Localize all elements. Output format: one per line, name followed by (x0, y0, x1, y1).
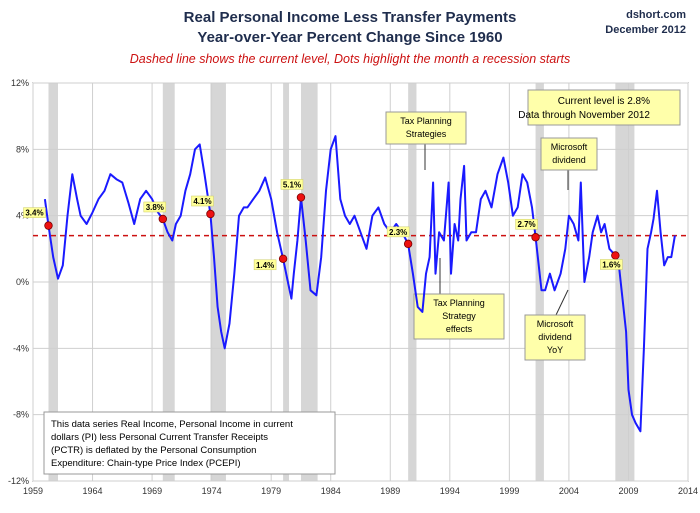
annotations: Tax Planning Strategies Tax Planning Strate… (385, 111, 598, 361)
recession-dot (206, 209, 215, 219)
annotation-text: Microsoft (551, 142, 588, 152)
current-level-box-bg (527, 89, 681, 126)
x-tick-label: 1999 (499, 486, 519, 496)
note-line-3: (PCTR) is deflated by the Personal Consu… (51, 445, 256, 456)
x-tick-label: 1979 (261, 486, 281, 496)
x-tick-label: 2009 (618, 486, 638, 496)
note-line-1: This data series Real Income, Personal I… (51, 419, 293, 430)
date-label: December 2012 (605, 24, 686, 36)
dot-label: 4.1% (193, 197, 211, 206)
current-level-box: Current level is 2.8% Data through Novem… (518, 89, 681, 126)
annotation-box (385, 111, 467, 145)
annotation-text: effects (446, 324, 473, 334)
source-label: dshort.com (626, 9, 686, 21)
y-axis-ticks: -12% -8% -4% 0% 4% 8% 12% (8, 78, 29, 486)
dot-label: 5.1% (283, 180, 301, 189)
dot-label: 2.3% (389, 228, 407, 237)
recession-dot (44, 221, 53, 230)
dot-label-bg (143, 201, 167, 213)
y-tick-label: -12% (8, 476, 29, 486)
annotation-text: YoY (547, 345, 563, 355)
dot-label-bg (191, 195, 214, 207)
dot-label-bg (280, 179, 304, 190)
note-line-2: dollars (PI) less Personal Current Trans… (51, 432, 268, 443)
annotation-text: Tax Planning (400, 116, 452, 126)
recession-dot (531, 233, 540, 242)
x-tick-label: 1974 (202, 486, 222, 496)
y-tick-label: 12% (11, 78, 29, 88)
annotation-text: Strategy (442, 311, 476, 321)
annotation-text: dividend (538, 332, 572, 342)
dot-label: 2.7% (517, 220, 535, 229)
recession-dot (403, 239, 413, 249)
annotation-leader (555, 289, 569, 316)
chart-title-line2: Year-over-Year Percent Change Since 1960 (197, 29, 502, 46)
dot-label: 1.4% (256, 261, 274, 270)
note-box-bg (43, 411, 336, 475)
chart-title-line1: Real Personal Income Less Transfer Payme… (184, 9, 517, 26)
y-tick-label: 8% (16, 144, 29, 154)
x-tick-label: 1964 (83, 486, 103, 496)
annotation-text: dividend (552, 155, 586, 165)
x-tick-label: 1969 (142, 486, 162, 496)
x-axis-ticks: 1959 1964 1969 1974 1979 1984 1989 1994 1999 2004… (23, 486, 698, 496)
x-tick-label: 2004 (559, 486, 579, 496)
recession-dot (296, 193, 306, 202)
dot-label: 1.6% (602, 260, 620, 269)
y-tick-label: -8% (13, 410, 29, 420)
x-tick-label: 2014 (678, 486, 698, 496)
recession-dot (611, 251, 620, 260)
note-line-4: Expenditure: Chain-type Price Index (PCE… (51, 458, 241, 469)
dot-label-bg (23, 207, 46, 218)
annotation-text: Tax Planning (433, 298, 485, 308)
dot-label: 3.8% (146, 203, 164, 212)
x-tick-label: 1989 (380, 486, 400, 496)
x-tick-label: 1994 (440, 486, 460, 496)
x-tick-label: 1984 (321, 486, 341, 496)
annotation-text: Strategies (406, 129, 447, 139)
note-box: This data series Real Income, Personal I… (43, 411, 336, 475)
annotation-box (524, 314, 586, 361)
recession-dot (278, 254, 288, 263)
chart-subtitle: Dashed line shows the current level, Dot… (130, 52, 571, 66)
recession-dots: 3.4% 3.8% 4.1% 1.4% 5.1% 2.3% 2.7% 1.6% (23, 179, 623, 271)
annotation-box (413, 293, 505, 340)
dot-label-bg (600, 259, 623, 270)
y-tick-label: 4% (16, 211, 29, 221)
dot-label-bg (386, 226, 410, 238)
current-level-text: Current level is 2.8% (558, 96, 650, 107)
annotation-text: Microsoft (537, 319, 574, 329)
dot-label-bg (253, 259, 277, 271)
y-tick-label: 0% (16, 277, 29, 287)
dot-label: 3.4% (25, 209, 43, 218)
x-tick-label: 1959 (23, 486, 43, 496)
recession-dot (158, 214, 168, 224)
dot-label-bg (515, 218, 538, 230)
data-through-text: Data through November 2012 (518, 110, 650, 121)
y-tick-label: -4% (13, 343, 29, 353)
annotation-box (540, 137, 598, 171)
